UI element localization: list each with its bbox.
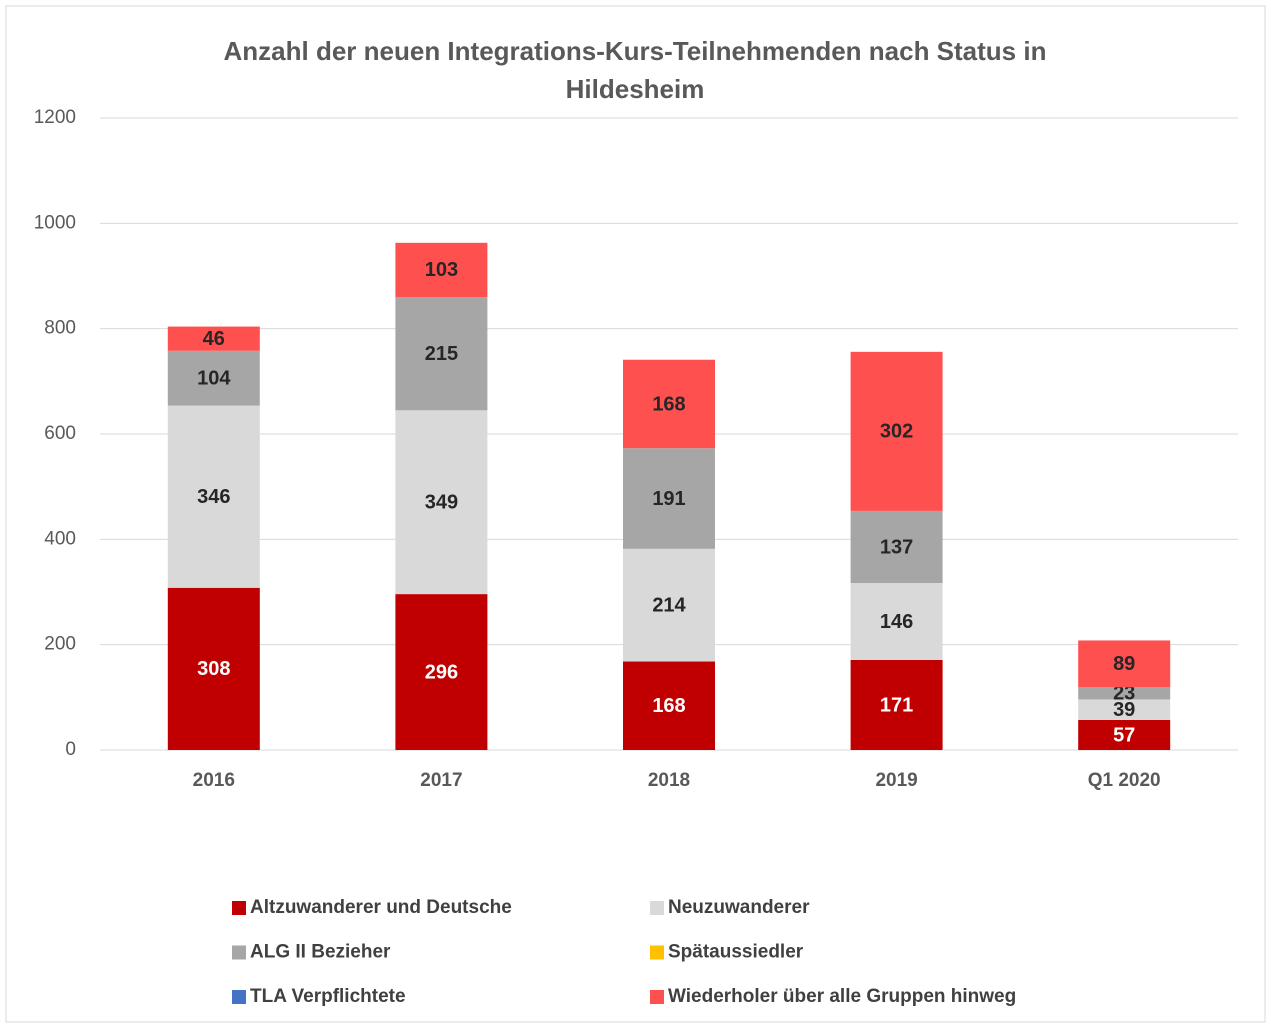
data-label: 46: [203, 328, 225, 350]
data-label: 168: [652, 695, 685, 717]
data-label: 346: [197, 486, 230, 508]
data-label: 39: [1113, 699, 1135, 721]
bar-segment: [395, 297, 488, 411]
y-tick-label: 1200: [34, 107, 76, 128]
data-label: 296: [425, 661, 458, 683]
bar-segment: [850, 351, 943, 511]
data-label: 137: [880, 536, 913, 558]
data-label: 302: [880, 421, 913, 443]
legend-label: TLA Verpflichtete: [250, 986, 406, 1007]
bar-segment: [167, 350, 260, 406]
data-label: 146: [880, 611, 913, 633]
bar-segment: [850, 659, 943, 750]
legend-swatch: [650, 945, 664, 960]
data-label: 57: [1113, 724, 1135, 746]
legend-label: Spätaussiedler: [668, 942, 804, 963]
bar-segment: [623, 548, 715, 662]
x-tick-label: 2017: [420, 770, 462, 791]
bar-segment: [1078, 687, 1171, 700]
data-label: 214: [652, 594, 686, 616]
y-tick-label: 400: [44, 528, 76, 549]
data-label: 103: [425, 259, 458, 281]
bar-segment: [167, 587, 260, 750]
bar-segment: [850, 510, 943, 584]
chart-title: Anzahl der neuen Integrations-Kurs-Teiln…: [223, 36, 1047, 104]
legend-label: ALG II Bezieher: [250, 942, 391, 963]
x-tick-label: 2018: [648, 770, 690, 791]
y-tick-label: 600: [44, 423, 76, 444]
x-tick-label: 2016: [193, 770, 235, 791]
bar-segment: [623, 359, 715, 449]
bar-segment: [167, 405, 260, 588]
y-tick-label: 0: [65, 739, 76, 760]
data-label: 89: [1113, 653, 1135, 675]
data-label: 23: [1113, 683, 1135, 705]
data-label: 308: [197, 658, 230, 680]
legend-label: Altzuwanderer und Deutsche: [250, 897, 512, 918]
bar-segment: [850, 583, 943, 660]
x-tick-label: Q1 2020: [1088, 770, 1161, 791]
bar-segment: [623, 448, 715, 549]
legend-swatch: [232, 990, 246, 1004]
data-label: 168: [652, 393, 685, 415]
data-label: 171: [880, 694, 913, 716]
data-label: 215: [425, 343, 458, 365]
chart-border: [5, 5, 1266, 1023]
data-label: 349: [425, 491, 458, 513]
legend-swatch: [232, 945, 246, 960]
data-label: 104: [197, 367, 231, 389]
bar-segment: [167, 326, 260, 351]
bar-segment: [1078, 640, 1171, 688]
bar-segment: [1078, 699, 1171, 720]
legend-label: Wiederholer über alle Gruppen hinweg: [668, 986, 1016, 1007]
legend-swatch: [650, 990, 664, 1004]
y-tick-label: 1000: [34, 212, 76, 233]
legend-label: Neuzuwanderer: [668, 897, 810, 918]
legend-swatch: [650, 901, 664, 915]
legend-swatch: [232, 901, 246, 915]
data-label: 191: [652, 488, 685, 510]
y-tick-label: 800: [44, 318, 76, 339]
bar-segment: [1078, 719, 1171, 750]
x-tick-label: 2019: [875, 770, 917, 791]
bar-segment: [395, 410, 488, 595]
y-tick-label: 200: [44, 634, 76, 655]
bar-segment: [623, 661, 715, 750]
bar-segment: [395, 594, 488, 750]
bar-segment: [395, 242, 488, 298]
